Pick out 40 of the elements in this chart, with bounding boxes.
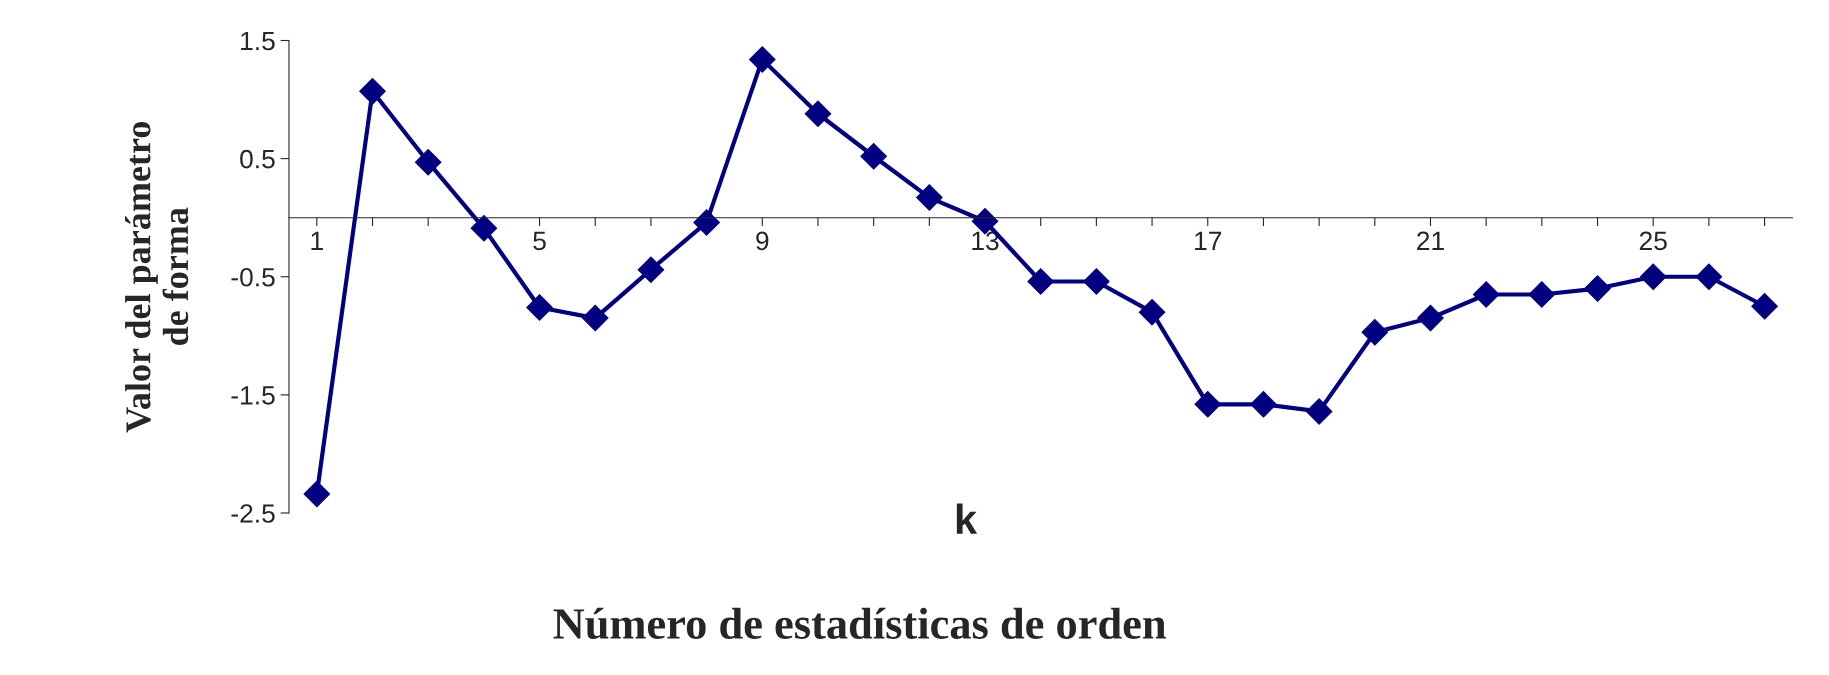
point <box>1751 292 1778 320</box>
point <box>749 46 776 73</box>
x-tick-label: 1 <box>311 231 323 251</box>
point <box>637 256 665 283</box>
y-tick-label: -0.5 <box>231 267 275 287</box>
x-tick-label: 25 <box>1639 231 1667 251</box>
point <box>1250 391 1277 418</box>
y-tick-label: -1.5 <box>231 386 275 405</box>
point <box>1027 268 1054 295</box>
x-tick-label: 21 <box>1417 231 1444 251</box>
point <box>1695 263 1723 291</box>
point <box>1639 263 1667 291</box>
y-tick-label: -2.5 <box>231 504 275 523</box>
point <box>916 184 943 211</box>
point <box>1472 281 1500 308</box>
point <box>303 480 331 508</box>
point <box>693 209 720 236</box>
point <box>526 294 553 321</box>
y-tick-label: 0.5 <box>240 149 275 169</box>
text: Número de estadísticas de orden <box>553 607 1166 640</box>
point <box>581 304 609 332</box>
point <box>1194 391 1222 418</box>
point <box>860 142 887 170</box>
point <box>359 78 386 105</box>
point <box>1138 298 1166 326</box>
y-axis-title: Valor del parámetro de forma <box>125 121 189 433</box>
y-tick-label: 1.5 <box>241 31 275 51</box>
x-tick-label: 9 <box>756 231 769 251</box>
point <box>1305 398 1333 425</box>
point <box>1417 304 1444 332</box>
point <box>1528 281 1556 308</box>
point <box>1361 318 1389 346</box>
x-tick-label: 17 <box>1195 231 1222 251</box>
point <box>1083 268 1110 295</box>
point <box>414 148 442 176</box>
point <box>470 215 498 242</box>
x-axis-title: k <box>956 503 978 534</box>
x-tick-label: 5 <box>533 231 546 251</box>
point <box>804 100 832 128</box>
point <box>1584 275 1611 302</box>
